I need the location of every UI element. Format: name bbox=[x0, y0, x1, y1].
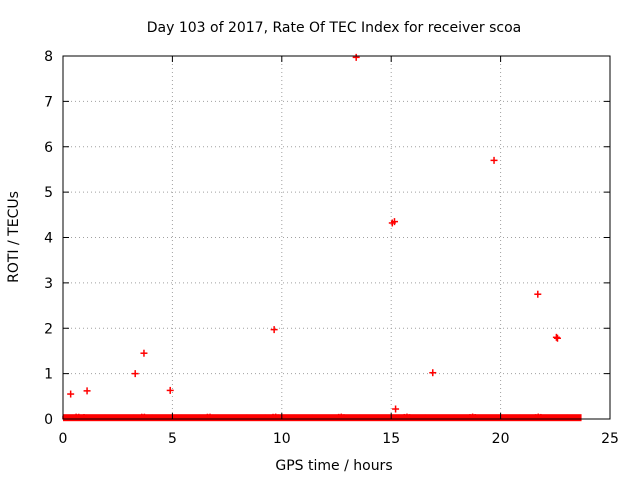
axis-ticks: 0 5 10 15 20 25 0 1 2 3 4 5 6 7 8 bbox=[44, 49, 619, 447]
x-axis-label: GPS time / hours bbox=[275, 458, 392, 474]
data-points bbox=[67, 53, 561, 413]
y-tick-label: 7 bbox=[44, 94, 53, 110]
x-tick-label: 25 bbox=[601, 431, 619, 447]
data-point bbox=[552, 333, 560, 341]
data-point bbox=[429, 369, 437, 377]
y-tick-label: 1 bbox=[44, 367, 53, 383]
y-tick-label: 6 bbox=[44, 140, 53, 156]
data-point bbox=[140, 349, 148, 357]
data-point bbox=[390, 218, 398, 226]
y-tick-label: 0 bbox=[44, 412, 53, 428]
data-point bbox=[166, 386, 174, 394]
y-tick-label: 3 bbox=[44, 276, 53, 292]
data-point bbox=[352, 53, 360, 61]
y-tick-label: 8 bbox=[44, 49, 53, 65]
data-point bbox=[392, 405, 400, 413]
x-tick-label: 20 bbox=[492, 431, 510, 447]
x-tick-label: 15 bbox=[382, 431, 400, 447]
x-tick-label: 5 bbox=[168, 431, 177, 447]
chart-title: Day 103 of 2017, Rate Of TEC Index for r… bbox=[147, 20, 522, 36]
data-point bbox=[83, 387, 91, 395]
data-point bbox=[553, 334, 561, 342]
data-point bbox=[270, 326, 278, 334]
y-tick-label: 4 bbox=[44, 231, 53, 247]
y-tick-label: 2 bbox=[44, 321, 53, 337]
data-point bbox=[534, 290, 542, 298]
y-tick-label: 5 bbox=[44, 185, 53, 201]
data-point bbox=[67, 390, 75, 398]
data-point bbox=[490, 156, 498, 164]
x-tick-label: 10 bbox=[273, 431, 291, 447]
x-tick-label: 0 bbox=[59, 431, 68, 447]
baseline-band bbox=[62, 413, 582, 422]
data-point bbox=[131, 370, 139, 378]
y-axis-label: ROTI / TECUs bbox=[6, 191, 22, 283]
grid-lines bbox=[63, 56, 610, 419]
